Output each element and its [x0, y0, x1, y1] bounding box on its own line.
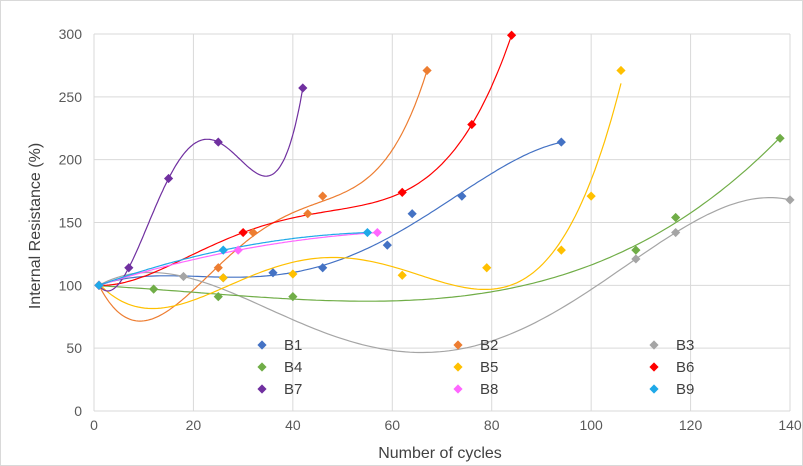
data-point-b1	[268, 268, 278, 278]
data-point-b2	[422, 65, 432, 76]
legend-marker-b9	[649, 384, 659, 394]
legend-marker-b1	[257, 340, 267, 350]
data-point-b6	[467, 119, 477, 130]
legend-marker-b3	[649, 340, 659, 350]
data-point-b9	[94, 280, 104, 290]
data-point-b5	[616, 65, 626, 76]
data-point-b1	[382, 240, 392, 250]
x-tick-label: 40	[285, 417, 301, 433]
trendline-b3	[98, 197, 791, 354]
data-point-b5	[397, 270, 407, 280]
y-tick-label: 250	[59, 89, 83, 105]
data-point-b8	[372, 227, 382, 238]
y-axis-title: Internal Resistance (%)	[27, 143, 44, 309]
data-point-b4	[288, 292, 298, 302]
x-tick-label: 120	[679, 417, 703, 433]
data-point-b2	[213, 263, 223, 273]
y-tick-label: 300	[59, 26, 83, 42]
data-point-b9	[362, 227, 373, 238]
legend-label-b2: B2	[480, 337, 498, 354]
data-point-b8	[233, 245, 243, 255]
data-point-b7	[213, 137, 223, 147]
data-point-b7	[124, 263, 134, 273]
data-point-b4	[671, 212, 681, 223]
data-points	[94, 30, 795, 302]
data-point-b5	[556, 245, 566, 255]
data-point-b6	[238, 227, 248, 238]
legend-marker-b4	[257, 362, 267, 372]
legend-label-b6: B6	[676, 359, 694, 376]
x-tick-label: 0	[90, 417, 98, 433]
trendline-b4	[98, 137, 781, 302]
grid-lines	[93, 33, 791, 412]
data-point-b6	[507, 30, 517, 40]
trendline-b2	[98, 70, 428, 322]
trendline-b6	[98, 35, 513, 287]
y-tick-label: 100	[59, 277, 83, 293]
data-point-b3	[178, 271, 189, 282]
data-point-b2	[303, 209, 313, 219]
data-point-b7	[298, 83, 308, 93]
data-point-b2	[318, 191, 328, 201]
data-point-b7	[163, 173, 174, 184]
data-point-b1	[457, 191, 467, 201]
data-point-b4	[213, 292, 223, 302]
data-point-b6	[397, 187, 407, 197]
trendline-b9	[98, 232, 368, 286]
x-tick-label: 60	[384, 417, 400, 433]
legend-label-b1: B1	[284, 337, 302, 354]
trendlines	[98, 35, 791, 354]
x-tick-label: 140	[778, 417, 802, 433]
tick-labels: 0 20 40 60 80 100 120 140 0 50 100 150 200 250 300	[59, 26, 802, 433]
legend-label-b5: B5	[480, 359, 498, 376]
trendline-b1	[98, 141, 562, 286]
data-point-b1	[318, 263, 328, 273]
data-point-b5	[482, 263, 492, 273]
x-tick-label: 80	[484, 417, 500, 433]
legend-label-b7: B7	[284, 381, 302, 398]
trendline-b7	[98, 87, 304, 292]
data-point-b4	[149, 284, 159, 294]
y-tick-label: 150	[59, 215, 83, 231]
data-point-b3	[785, 195, 795, 205]
data-point-b1	[556, 137, 566, 147]
legend-label-b9: B9	[676, 381, 694, 398]
y-tick-label: 0	[74, 403, 82, 419]
y-tick-label: 50	[66, 340, 82, 356]
legend-marker-b8	[453, 384, 463, 394]
y-tick-label: 200	[59, 152, 83, 168]
x-tick-label: 100	[579, 417, 603, 433]
trendline-b5	[98, 83, 622, 310]
legend-label-b4: B4	[284, 359, 302, 376]
data-point-b1	[407, 209, 417, 219]
x-axis-title: Number of cycles	[378, 445, 502, 462]
data-point-b5	[586, 191, 596, 201]
legend-marker-b5	[453, 362, 463, 372]
legend-marker-b2	[453, 340, 463, 350]
data-point-b3	[671, 227, 681, 238]
data-point-b4	[775, 133, 785, 143]
data-point-b5	[288, 269, 298, 279]
data-point-b2	[248, 227, 258, 238]
legend-label-b3: B3	[676, 337, 694, 354]
data-point-b9	[218, 245, 228, 255]
data-point-b3	[631, 254, 641, 264]
legend: B1 B2 B3 B4 B5 B6 B7 B8 B9	[257, 337, 694, 398]
legend-marker-b7	[257, 384, 267, 394]
data-point-b4	[631, 245, 641, 255]
legend-label-b8: B8	[480, 381, 498, 398]
legend-marker-b6	[649, 362, 659, 372]
x-tick-label: 20	[186, 417, 202, 433]
data-point-b5	[218, 273, 228, 283]
